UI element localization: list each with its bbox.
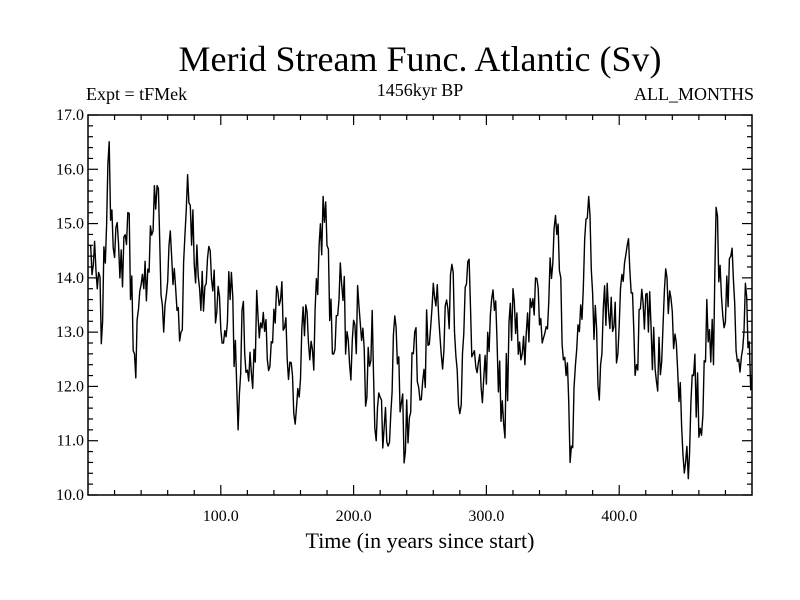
x-tick-label: 300.0 [468,508,504,525]
y-tick-label: 10.0 [56,487,84,504]
experiment-label: Expt = tFMek [86,84,188,104]
x-tick-label: 200.0 [336,508,372,525]
axis-ticks [88,114,752,496]
series-line [88,140,753,480]
x-tick-label: 400.0 [601,508,637,525]
y-tick-label: 13.0 [56,324,84,341]
plot-frame [87,114,753,496]
x-axis-label: Time (in years since start) [305,528,535,553]
chart-subtitle: 1456kyr BP [376,80,464,100]
y-tick-label: 11.0 [57,433,84,450]
chart-title: Merid Stream Func. Atlantic (Sv) [178,39,662,79]
x-tick-label: 100.0 [203,508,239,525]
y-tick-label: 12.0 [56,378,84,395]
axis-tick-labels: 100.0 200.0 300.0 400.0 10.0 11.0 12.0 13.0 14.0… [56,107,637,525]
y-tick-label: 15.0 [56,216,84,233]
months-label: ALL_MONTHS [634,84,754,104]
y-tick-label: 16.0 [56,161,84,178]
y-tick-label: 17.0 [56,107,84,124]
y-tick-label: 14.0 [56,270,84,287]
